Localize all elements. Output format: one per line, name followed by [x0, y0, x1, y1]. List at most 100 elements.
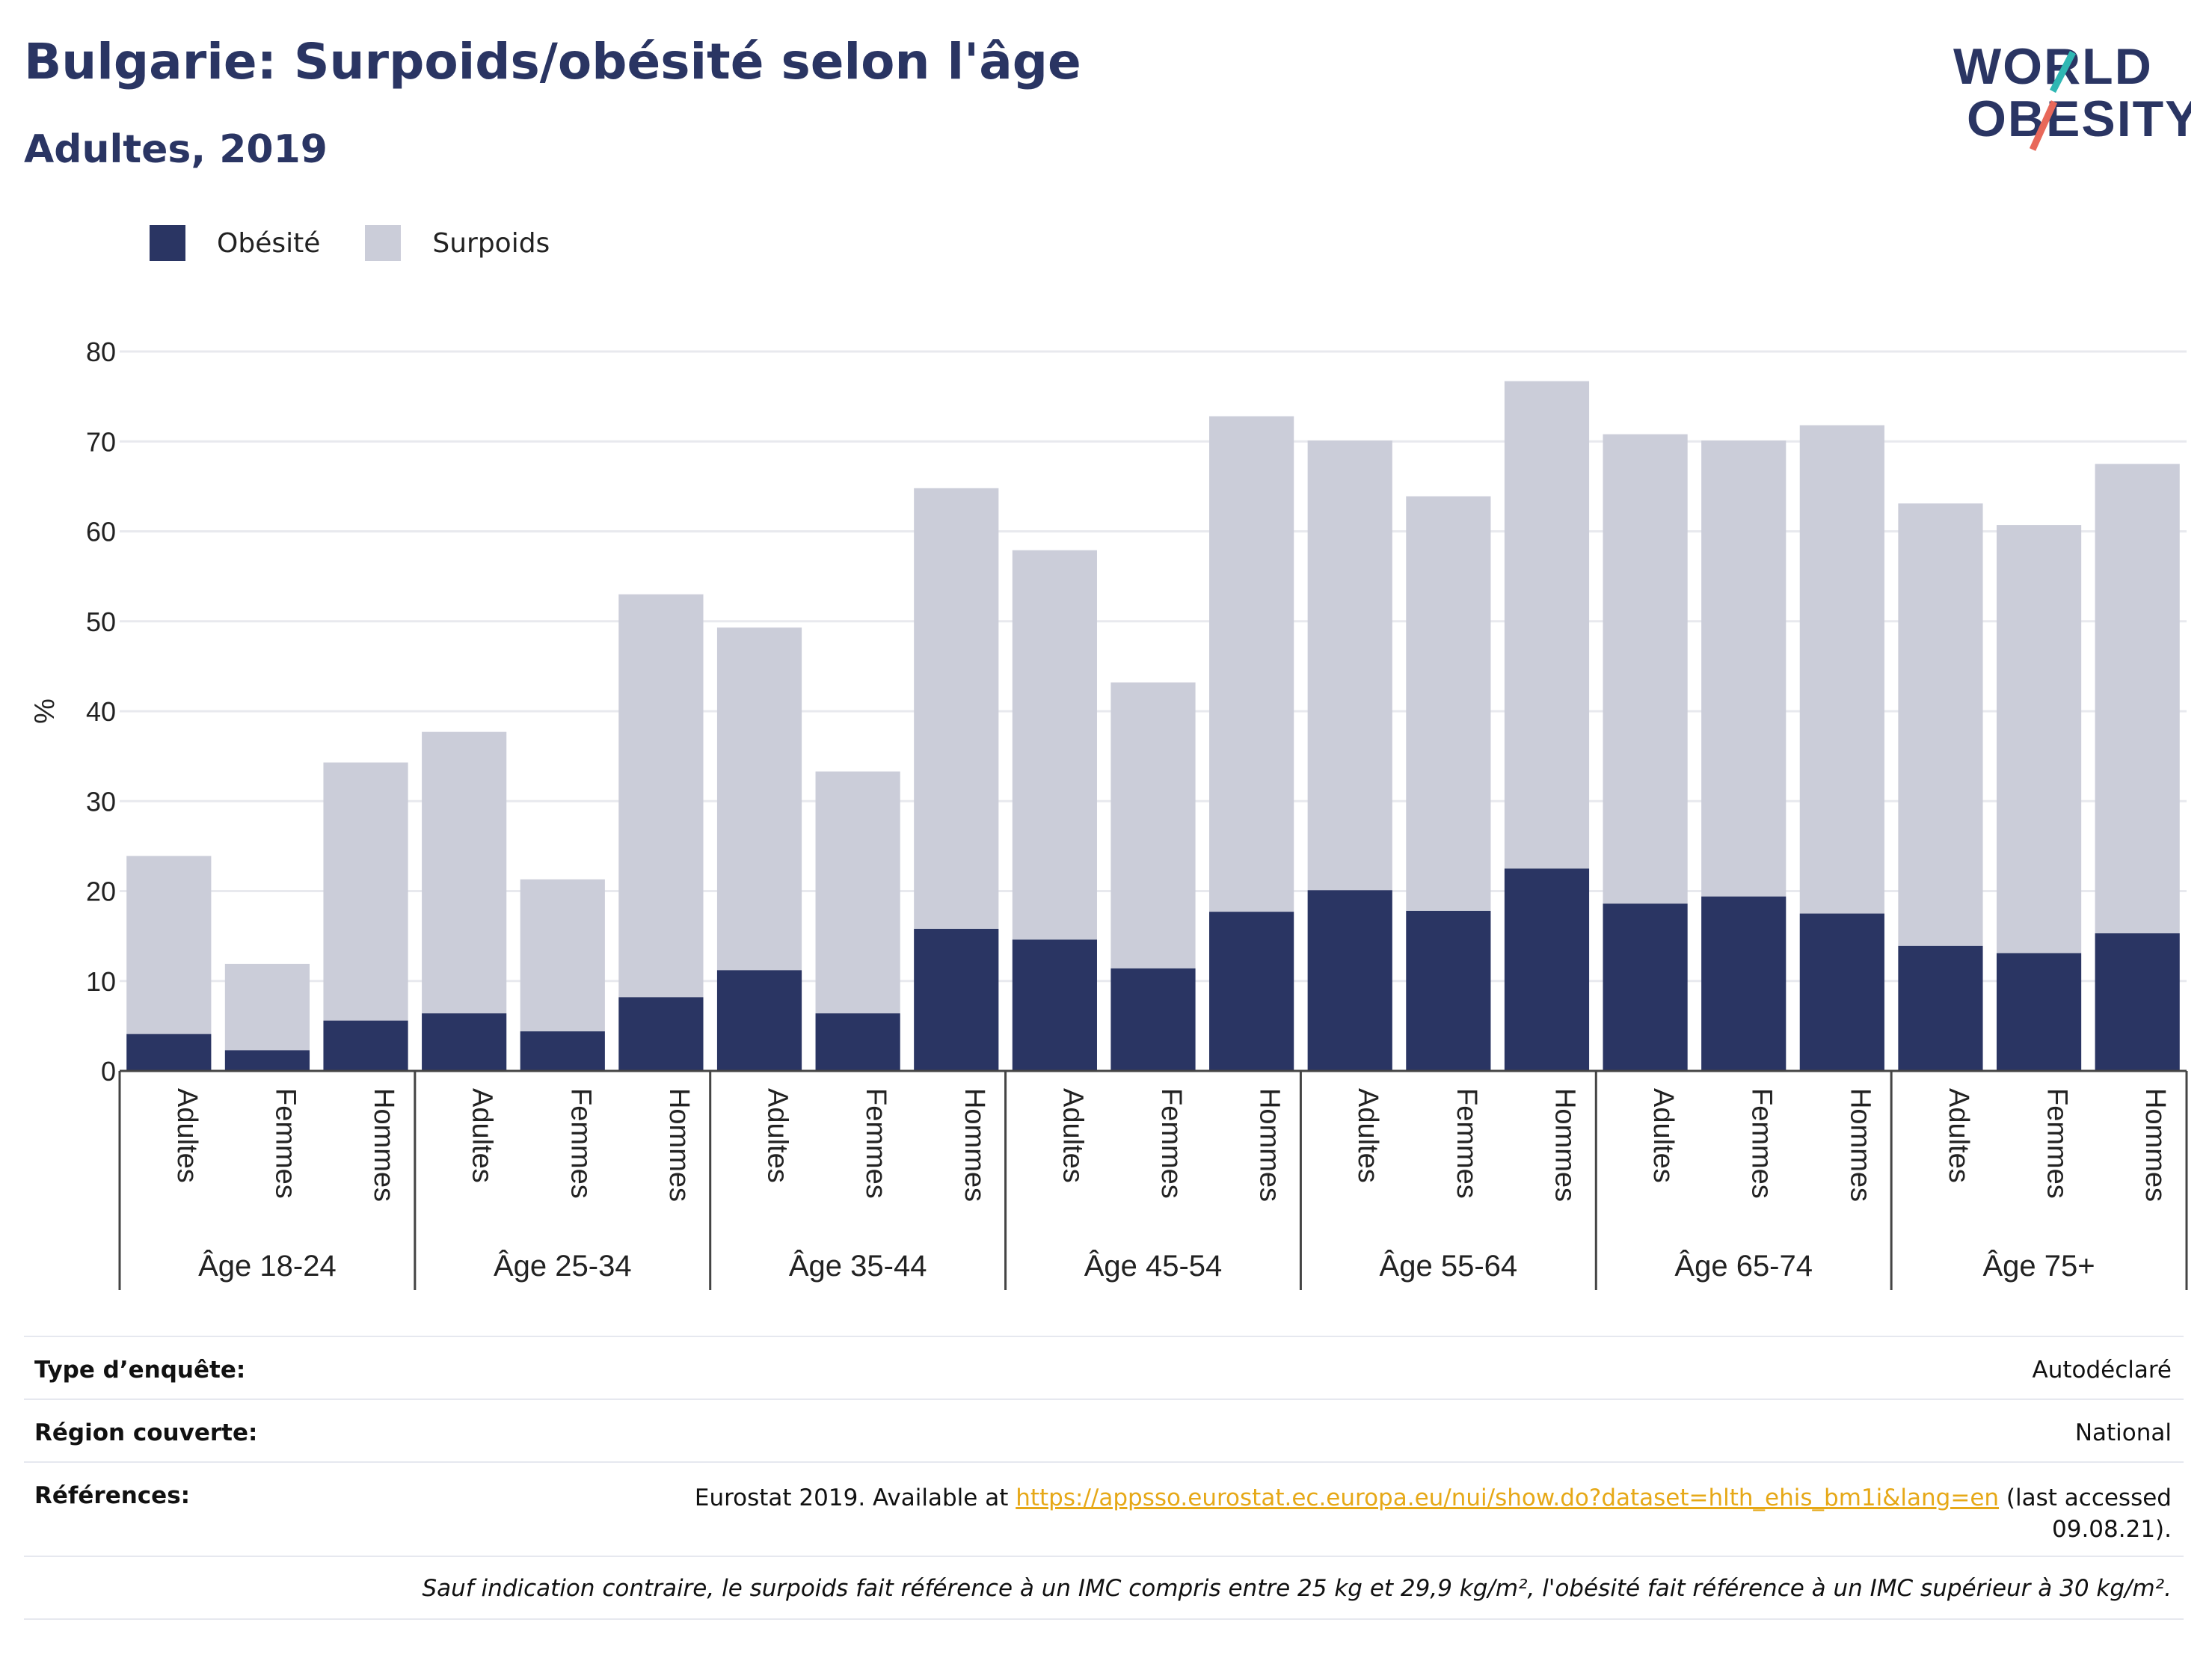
- y-tick-label: 50: [86, 607, 116, 637]
- x-tick-label: Hommes: [959, 1088, 990, 1202]
- bar-obesity: [1603, 903, 1688, 1071]
- info-table: Type d’enquête: Autodéclaré Région couve…: [24, 1336, 2184, 1620]
- bar-obesity: [224, 1050, 310, 1071]
- bar-obesity: [422, 1013, 507, 1071]
- y-axis-label: %: [29, 698, 61, 724]
- bar-overweight: [1110, 682, 1196, 968]
- x-tick-label: Adultes: [762, 1088, 793, 1183]
- y-tick-label: 70: [86, 426, 116, 457]
- x-tick-label: Femmes: [565, 1088, 596, 1199]
- x-tick-label: Femmes: [860, 1088, 891, 1199]
- chart-subtitle: Adultes, 2019: [24, 127, 328, 172]
- references-date: 09.08.21).: [2052, 1516, 2172, 1543]
- y-tick-label: 40: [86, 696, 116, 727]
- logo-slash-teal: [2050, 50, 2076, 93]
- x-tick-label: Hommes: [1844, 1088, 1875, 1202]
- y-tick-label: 0: [101, 1056, 116, 1087]
- bar-obesity: [126, 1034, 212, 1071]
- bar-obesity: [1406, 910, 1491, 1071]
- group-label: Âge 55-64: [1380, 1249, 1518, 1283]
- survey-type-label: Type d’enquête:: [34, 1357, 246, 1384]
- bar-overweight: [914, 488, 999, 930]
- bar-overweight: [1799, 425, 1884, 914]
- bar-obesity: [1799, 913, 1884, 1071]
- y-tick-label: 30: [86, 786, 116, 817]
- bar-overweight: [422, 731, 507, 1014]
- bar-overweight: [2095, 464, 2180, 934]
- y-tick-label: 60: [86, 517, 116, 547]
- group-label: Âge 18-24: [198, 1249, 337, 1283]
- definition-note: Sauf indication contraire, le surpoids f…: [422, 1575, 2172, 1602]
- x-tick-label: Femmes: [2042, 1088, 2073, 1199]
- logo-slash-red: [2029, 100, 2058, 151]
- bar-obesity: [914, 929, 999, 1071]
- bar-overweight: [1898, 503, 1983, 946]
- legend-item-overweight: Surpoids: [365, 225, 550, 261]
- bar-overweight: [815, 771, 900, 1014]
- group-label: Âge 35-44: [789, 1249, 927, 1283]
- region-value: National: [2074, 1419, 2172, 1446]
- x-tick-label: Adultes: [1647, 1088, 1679, 1183]
- bar-overweight: [1996, 525, 2082, 954]
- bar-overweight: [323, 762, 408, 1021]
- legend-label-obesity: Obésité: [217, 227, 321, 259]
- references-label: Références:: [34, 1482, 191, 1509]
- x-tick-label: Adultes: [171, 1088, 203, 1183]
- info-row-region: Région couverte: National: [24, 1398, 2184, 1461]
- bar-obesity: [1504, 868, 1590, 1071]
- chart-title: Bulgarie: Surpoids/obésité selon l'âge: [24, 33, 1081, 90]
- x-tick-label: Femmes: [1746, 1088, 1778, 1199]
- references-value: Eurostat 2019. Available at https://apps…: [695, 1482, 2172, 1545]
- x-tick-label: Femmes: [1451, 1088, 1482, 1199]
- bar-obesity: [716, 970, 802, 1071]
- bar-obesity: [1898, 945, 1983, 1071]
- bar-obesity: [1110, 968, 1196, 1071]
- x-tick-label: Adultes: [1943, 1088, 1974, 1183]
- world-obesity-logo: WORLD OBESITY: [1953, 38, 2191, 151]
- bar-obesity: [1209, 912, 1294, 1071]
- bar-overweight: [1406, 496, 1491, 911]
- bar-overweight: [1701, 440, 1787, 897]
- group-label: Âge 75+: [1983, 1249, 2095, 1283]
- bar-overweight: [1504, 381, 1590, 869]
- group-label: Âge 65-74: [1674, 1249, 1813, 1283]
- bar-chart: 0 10 20 30 40 50 60 70 80% Adultes Femmes Hommes Adu…: [29, 337, 2188, 1290]
- bar-obesity: [2095, 933, 2180, 1071]
- x-tick-label: Hommes: [663, 1088, 695, 1202]
- info-row-references: Références: Eurostat 2019. Available at …: [24, 1461, 2184, 1556]
- bar-obesity: [815, 1013, 900, 1071]
- bar-obesity: [323, 1020, 408, 1071]
- group-label: Âge 25-34: [494, 1249, 632, 1283]
- bar-obesity: [1701, 896, 1787, 1071]
- references-prefix: Eurostat 2019. Available at: [694, 1484, 1016, 1511]
- bar-overweight: [520, 879, 605, 1032]
- legend-item-obesity: Obésité: [150, 225, 320, 261]
- references-suffix: (last accessed: [1999, 1484, 2172, 1511]
- region-label: Région couverte:: [34, 1419, 258, 1446]
- survey-type-value: Autodéclaré: [2032, 1357, 2172, 1384]
- bar-overweight: [126, 856, 212, 1034]
- y-tick-label: 20: [86, 876, 116, 907]
- info-row-note: Sauf indication contraire, le surpoids f…: [24, 1556, 2184, 1620]
- bar-overweight: [224, 963, 310, 1051]
- x-tick-label: Adultes: [1352, 1088, 1383, 1183]
- legend-swatch-overweight: [365, 225, 402, 261]
- x-tick-label: Hommes: [2139, 1088, 2171, 1202]
- y-tick-label: 10: [86, 966, 116, 997]
- bar-overweight: [1603, 434, 1688, 904]
- bar-obesity: [618, 997, 704, 1071]
- references-link[interactable]: https://appsso.eurostat.ec.europa.eu/nui…: [1016, 1484, 2000, 1511]
- x-tick-label: Hommes: [1549, 1088, 1580, 1202]
- bar-obesity: [520, 1031, 605, 1071]
- legend-swatch-obesity: [150, 225, 185, 261]
- bar-obesity: [1012, 939, 1097, 1071]
- bar-overweight: [1012, 550, 1097, 940]
- y-tick-label: 80: [86, 337, 116, 367]
- x-tick-label: Hommes: [1254, 1088, 1285, 1202]
- x-tick-label: Femmes: [269, 1088, 301, 1199]
- x-tick-label: Hommes: [368, 1088, 399, 1202]
- bar-obesity: [1307, 890, 1392, 1071]
- x-tick-label: Adultes: [1057, 1088, 1088, 1183]
- logo-text-obesity: OBESITY: [1967, 90, 2191, 147]
- chart-legend: Obésité Surpoids: [150, 224, 595, 262]
